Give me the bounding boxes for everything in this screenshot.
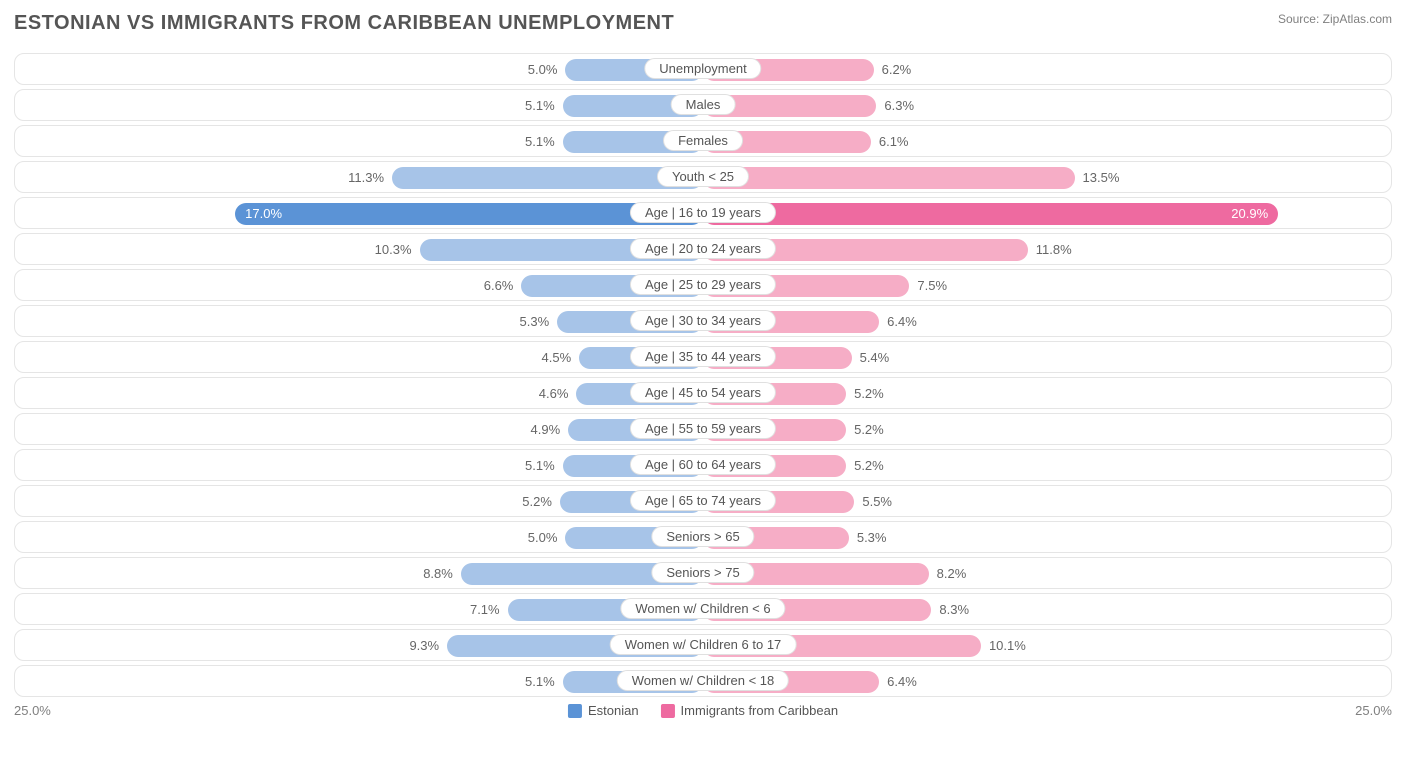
value-left: 5.0%: [528, 522, 566, 553]
value-left: 4.6%: [539, 378, 577, 409]
table-row: 4.5% 5.4% Age | 35 to 44 years: [14, 341, 1392, 373]
category-label: Age | 20 to 24 years: [630, 238, 776, 259]
chart-footer: 25.0% Estonian Immigrants from Caribbean…: [14, 703, 1392, 733]
value-right: 5.5%: [854, 486, 892, 517]
value-left: 11.3%: [348, 162, 392, 193]
table-row: 5.2% 5.5% Age | 65 to 74 years: [14, 485, 1392, 517]
table-row: 11.3% 13.5% Youth < 25: [14, 161, 1392, 193]
chart-title: ESTONIAN VS IMMIGRANTS FROM CARIBBEAN UN…: [14, 12, 674, 35]
value-right: 5.2%: [846, 378, 884, 409]
value-left: 5.0%: [528, 54, 566, 85]
legend-item-caribbean: Immigrants from Caribbean: [661, 703, 839, 718]
table-row: 5.1% 6.1% Females: [14, 125, 1392, 157]
value-right: 6.4%: [879, 306, 917, 337]
table-row: 9.3% 10.1% Women w/ Children 6 to 17: [14, 629, 1392, 661]
value-left: 5.1%: [525, 90, 563, 121]
category-label: Unemployment: [644, 58, 761, 79]
bar-right: [703, 167, 1075, 189]
value-left: 5.1%: [525, 450, 563, 481]
value-left: 9.3%: [409, 630, 447, 661]
table-row: 17.0% 20.9% Age | 16 to 19 years: [14, 197, 1392, 229]
legend-label: Estonian: [588, 703, 639, 718]
table-row: 10.3% 11.8% Age | 20 to 24 years: [14, 233, 1392, 265]
category-label: Age | 60 to 64 years: [630, 454, 776, 475]
table-row: 7.1% 8.3% Women w/ Children < 6: [14, 593, 1392, 625]
category-label: Age | 25 to 29 years: [630, 274, 776, 295]
value-right: 7.5%: [909, 270, 947, 301]
value-left: 4.9%: [531, 414, 569, 445]
category-label: Males: [671, 94, 736, 115]
value-right: 5.2%: [846, 450, 884, 481]
category-label: Age | 35 to 44 years: [630, 346, 776, 367]
category-label: Age | 45 to 54 years: [630, 382, 776, 403]
value-right: 6.4%: [879, 666, 917, 697]
value-left: 6.6%: [484, 270, 522, 301]
table-row: 8.8% 8.2% Seniors > 75: [14, 557, 1392, 589]
table-row: 5.1% 5.2% Age | 60 to 64 years: [14, 449, 1392, 481]
value-left: 5.2%: [522, 486, 560, 517]
value-right: 8.3%: [931, 594, 969, 625]
legend-swatch-icon: [661, 704, 675, 718]
category-label: Age | 16 to 19 years: [630, 202, 776, 223]
axis-label-right: 25.0%: [1355, 703, 1392, 718]
category-label: Youth < 25: [657, 166, 749, 187]
value-right: 5.4%: [852, 342, 890, 373]
chart-source: Source: ZipAtlas.com: [1278, 12, 1392, 26]
category-label: Seniors > 65: [651, 526, 754, 547]
value-right: 6.1%: [871, 126, 909, 157]
chart-header: ESTONIAN VS IMMIGRANTS FROM CARIBBEAN UN…: [14, 12, 1392, 35]
table-row: 5.1% 6.3% Males: [14, 89, 1392, 121]
table-row: 6.6% 7.5% Age | 25 to 29 years: [14, 269, 1392, 301]
chart-rows: 5.0% 6.2% Unemployment 5.1% 6.3% Males 5.1% 6.1…: [14, 53, 1392, 697]
value-right: 6.2%: [874, 54, 912, 85]
value-left: 8.8%: [423, 558, 461, 589]
legend-label: Immigrants from Caribbean: [681, 703, 839, 718]
value-right: 8.2%: [929, 558, 967, 589]
table-row: 5.1% 6.4% Women w/ Children < 18: [14, 665, 1392, 697]
axis-label-left: 25.0%: [14, 703, 51, 718]
category-label: Seniors > 75: [651, 562, 754, 583]
table-row: 5.0% 6.2% Unemployment: [14, 53, 1392, 85]
table-row: 5.3% 6.4% Age | 30 to 34 years: [14, 305, 1392, 337]
value-right: 20.9%: [1231, 198, 1278, 229]
value-left: 4.5%: [542, 342, 580, 373]
value-left: 5.3%: [520, 306, 558, 337]
category-label: Women w/ Children < 18: [617, 670, 789, 691]
category-label: Females: [663, 130, 743, 151]
category-label: Age | 30 to 34 years: [630, 310, 776, 331]
table-row: 4.6% 5.2% Age | 45 to 54 years: [14, 377, 1392, 409]
table-row: 4.9% 5.2% Age | 55 to 59 years: [14, 413, 1392, 445]
legend-swatch-icon: [568, 704, 582, 718]
value-right: 11.8%: [1028, 234, 1072, 265]
value-left: 5.1%: [525, 666, 563, 697]
legend: Estonian Immigrants from Caribbean: [568, 703, 838, 718]
category-label: Women w/ Children 6 to 17: [610, 634, 797, 655]
value-right: 5.3%: [849, 522, 887, 553]
value-left: 7.1%: [470, 594, 508, 625]
chart-container: ESTONIAN VS IMMIGRANTS FROM CARIBBEAN UN…: [0, 0, 1406, 757]
value-right: 6.3%: [876, 90, 914, 121]
table-row: 5.0% 5.3% Seniors > 65: [14, 521, 1392, 553]
value-right: 5.2%: [846, 414, 884, 445]
legend-item-estonian: Estonian: [568, 703, 639, 718]
bar-right: [703, 203, 1278, 225]
value-left: 17.0%: [235, 198, 282, 229]
category-label: Age | 55 to 59 years: [630, 418, 776, 439]
category-label: Age | 65 to 74 years: [630, 490, 776, 511]
value-right: 13.5%: [1075, 162, 1120, 193]
value-right: 10.1%: [981, 630, 1026, 661]
value-left: 10.3%: [375, 234, 420, 265]
category-label: Women w/ Children < 6: [620, 598, 785, 619]
value-left: 5.1%: [525, 126, 563, 157]
